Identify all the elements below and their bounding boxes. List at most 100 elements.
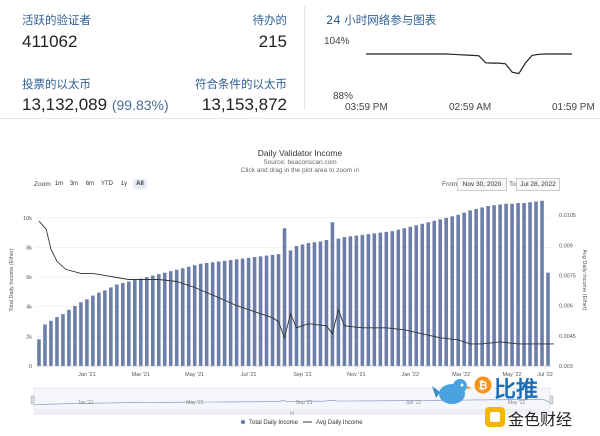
from-date-input[interactable]: Nov 30, 2020 xyxy=(457,178,507,191)
income-bar[interactable] xyxy=(228,260,233,366)
income-bar[interactable] xyxy=(85,299,89,366)
income-bar[interactable] xyxy=(312,242,317,366)
income-bar[interactable] xyxy=(468,210,472,366)
legend-avg-income[interactable]: Avg Daily Income xyxy=(316,420,363,426)
income-bar[interactable] xyxy=(222,260,227,366)
income-bar[interactable] xyxy=(198,263,203,366)
income-bar[interactable] xyxy=(474,208,478,366)
income-bar[interactable] xyxy=(282,228,287,366)
income-bar[interactable] xyxy=(49,320,53,366)
income-bar[interactable] xyxy=(162,272,167,366)
scrollbar-grip-icon[interactable]: III xyxy=(290,411,294,416)
income-bar[interactable] xyxy=(450,216,454,366)
legend-bar-marker[interactable] xyxy=(240,419,246,425)
income-bar[interactable] xyxy=(486,205,490,366)
income-bar[interactable] xyxy=(258,256,263,366)
income-bar[interactable] xyxy=(156,274,161,366)
income-bar[interactable] xyxy=(300,244,305,366)
income-bar[interactable] xyxy=(420,223,425,366)
income-bar[interactable] xyxy=(168,271,173,366)
zoom-3m-button[interactable]: 3m xyxy=(69,181,79,187)
zoom-1m-button[interactable]: 1m xyxy=(54,181,64,187)
zoom-all-button[interactable]: All xyxy=(133,179,147,189)
income-bar[interactable] xyxy=(216,261,221,366)
income-bar[interactable] xyxy=(144,277,149,366)
income-bar[interactable] xyxy=(139,278,143,366)
income-bar[interactable] xyxy=(91,295,95,366)
income-bar[interactable] xyxy=(55,317,59,366)
income-bar[interactable] xyxy=(67,309,71,366)
income-bar[interactable] xyxy=(498,204,502,366)
income-bar[interactable] xyxy=(444,217,448,366)
income-bar[interactable] xyxy=(342,237,347,366)
income-bar[interactable] xyxy=(180,268,185,366)
income-bar[interactable] xyxy=(522,203,526,366)
income-bar[interactable] xyxy=(390,231,395,366)
income-bar[interactable] xyxy=(37,339,41,366)
income-bar[interactable] xyxy=(61,314,65,366)
income-bar[interactable] xyxy=(79,302,83,366)
income-bar[interactable] xyxy=(73,305,77,366)
income-bar[interactable] xyxy=(306,243,311,366)
income-bar[interactable] xyxy=(324,240,329,366)
income-bar[interactable] xyxy=(510,203,514,366)
income-bar[interactable] xyxy=(288,250,293,366)
income-bar[interactable] xyxy=(336,238,341,366)
income-bar[interactable] xyxy=(492,205,496,366)
income-bar[interactable] xyxy=(546,272,550,366)
income-bar[interactable] xyxy=(330,222,335,366)
zoom-ytd-button[interactable]: YTD xyxy=(101,181,113,187)
legend-total-income[interactable]: Total Daily Income xyxy=(249,420,299,426)
income-bar[interactable] xyxy=(318,241,323,366)
income-bar[interactable] xyxy=(97,292,101,366)
income-bar[interactable] xyxy=(456,214,460,366)
income-bar[interactable] xyxy=(115,284,119,367)
income-bar[interactable] xyxy=(462,212,466,366)
income-bar[interactable] xyxy=(396,229,401,366)
income-bar[interactable] xyxy=(174,269,179,366)
income-bar[interactable] xyxy=(540,200,544,366)
income-bar[interactable] xyxy=(246,257,251,366)
income-bar[interactable] xyxy=(354,235,359,366)
income-bar[interactable] xyxy=(426,222,431,366)
income-bar[interactable] xyxy=(348,236,353,366)
income-bar[interactable] xyxy=(103,290,107,366)
income-bar[interactable] xyxy=(438,219,443,366)
income-bar[interactable] xyxy=(192,265,197,366)
income-bar[interactable] xyxy=(402,228,407,366)
income-bar[interactable] xyxy=(150,275,155,366)
income-bar[interactable] xyxy=(366,234,371,366)
income-bar[interactable] xyxy=(372,233,377,366)
income-bar[interactable] xyxy=(408,226,413,366)
income-bar[interactable] xyxy=(43,324,47,366)
income-bar[interactable] xyxy=(480,207,484,366)
income-bar[interactable] xyxy=(384,231,389,366)
income-bar[interactable] xyxy=(109,287,113,366)
navigator-left-handle[interactable] xyxy=(30,395,35,405)
income-bar[interactable] xyxy=(504,203,508,366)
zoom-1y-button[interactable]: 1y xyxy=(120,181,128,187)
income-bar[interactable] xyxy=(204,263,209,366)
income-bar[interactable] xyxy=(121,283,125,366)
income-bar[interactable] xyxy=(294,245,299,366)
navigator-right-handle[interactable] xyxy=(549,395,554,405)
income-bar[interactable] xyxy=(276,254,281,366)
navigator-area[interactable] xyxy=(33,387,551,411)
income-bar[interactable] xyxy=(240,258,245,366)
income-bar[interactable] xyxy=(516,203,520,366)
income-bar[interactable] xyxy=(133,280,137,366)
zoom-6m-button[interactable]: 6m xyxy=(85,181,95,187)
income-bar[interactable] xyxy=(414,225,419,366)
navigator-scrollbar[interactable] xyxy=(34,410,550,415)
income-bar[interactable] xyxy=(534,201,538,366)
income-bar[interactable] xyxy=(270,254,275,366)
income-bar[interactable] xyxy=(378,232,383,366)
income-bar[interactable] xyxy=(210,262,215,366)
to-date-input[interactable]: Jul 28, 2022 xyxy=(516,178,560,191)
income-bar[interactable] xyxy=(186,266,191,366)
income-bar[interactable] xyxy=(360,234,365,366)
income-bar[interactable] xyxy=(432,220,437,366)
income-bar[interactable] xyxy=(528,202,532,366)
income-bar[interactable] xyxy=(127,281,131,366)
